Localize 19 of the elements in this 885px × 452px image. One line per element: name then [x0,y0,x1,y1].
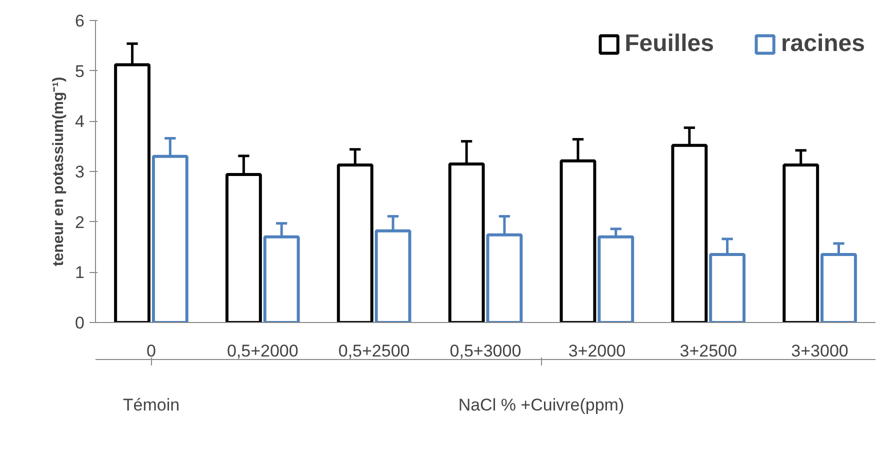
x-tick-label: 3+2000 [568,342,626,360]
y-tick-label: 5 [75,62,85,81]
x-tick-label: 3+2500 [680,342,737,360]
y-tick-label: 1 [75,263,85,282]
x-tick-label: 3+3000 [791,342,848,360]
x-tick-label: 0,5+2000 [226,342,298,360]
y-tick-label: 6 [75,12,85,30]
text: Témoin [122,396,180,414]
y-tick-label: 2 [75,212,85,232]
y-tick-label: 0 [75,314,85,332]
y-axis-title: teneur en potassium(mg⁻¹) [50,76,68,266]
legend-label: racines [780,30,865,58]
x-tick-label: 0 [146,342,156,360]
legend-label: Feuilles [624,30,714,58]
x-tick-label: 0,5+3000 [450,342,522,360]
text: NaCl % +Cuivre(ppm) [458,396,624,414]
y-tick-label: 3 [75,162,85,182]
x-tick-label: 0,5+2500 [338,342,410,360]
y-tick-label: 4 [75,112,85,132]
